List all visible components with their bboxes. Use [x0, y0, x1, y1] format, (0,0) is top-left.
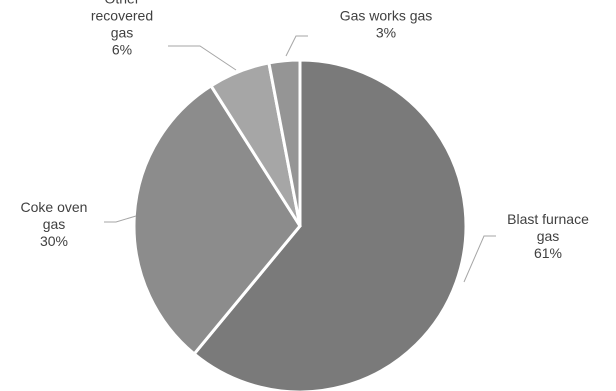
data-label-percent: 3% — [376, 25, 396, 41]
pie-slice-blast-furnace-gas — [192, 58, 468, 391]
data-label-name: recovered — [91, 8, 153, 24]
data-label-percent: 6% — [112, 42, 132, 58]
data-label-name: Blast furnace — [507, 211, 589, 227]
leader-line — [168, 45, 237, 71]
data-label-name: gas — [111, 25, 134, 41]
leader-line — [285, 35, 308, 57]
data-label: Otherrecoveredgas6% — [91, 0, 153, 58]
leader-line — [463, 235, 496, 283]
data-label: Coke oven gas 30% — [21, 199, 88, 249]
data-label-name: Coke oven — [21, 199, 88, 215]
data-label-percent: 30% — [40, 233, 68, 249]
pie-slices — [132, 58, 468, 391]
data-label: Gas works gas 3% — [340, 8, 433, 41]
pie-slice-gas-works-gas — [267, 58, 302, 227]
data-label: Blast furnace gas 61% — [507, 211, 589, 261]
data-label-percent: 61% — [534, 245, 562, 261]
pie-slice-coke-oven-gas — [132, 83, 302, 357]
data-label-name: gas — [43, 216, 66, 232]
data-label-name: Gas works gas — [340, 8, 433, 24]
data-label-name: Other — [104, 0, 139, 7]
leader-lines — [104, 35, 496, 283]
data-label-name: gas — [537, 228, 560, 244]
leader-line — [104, 215, 137, 223]
